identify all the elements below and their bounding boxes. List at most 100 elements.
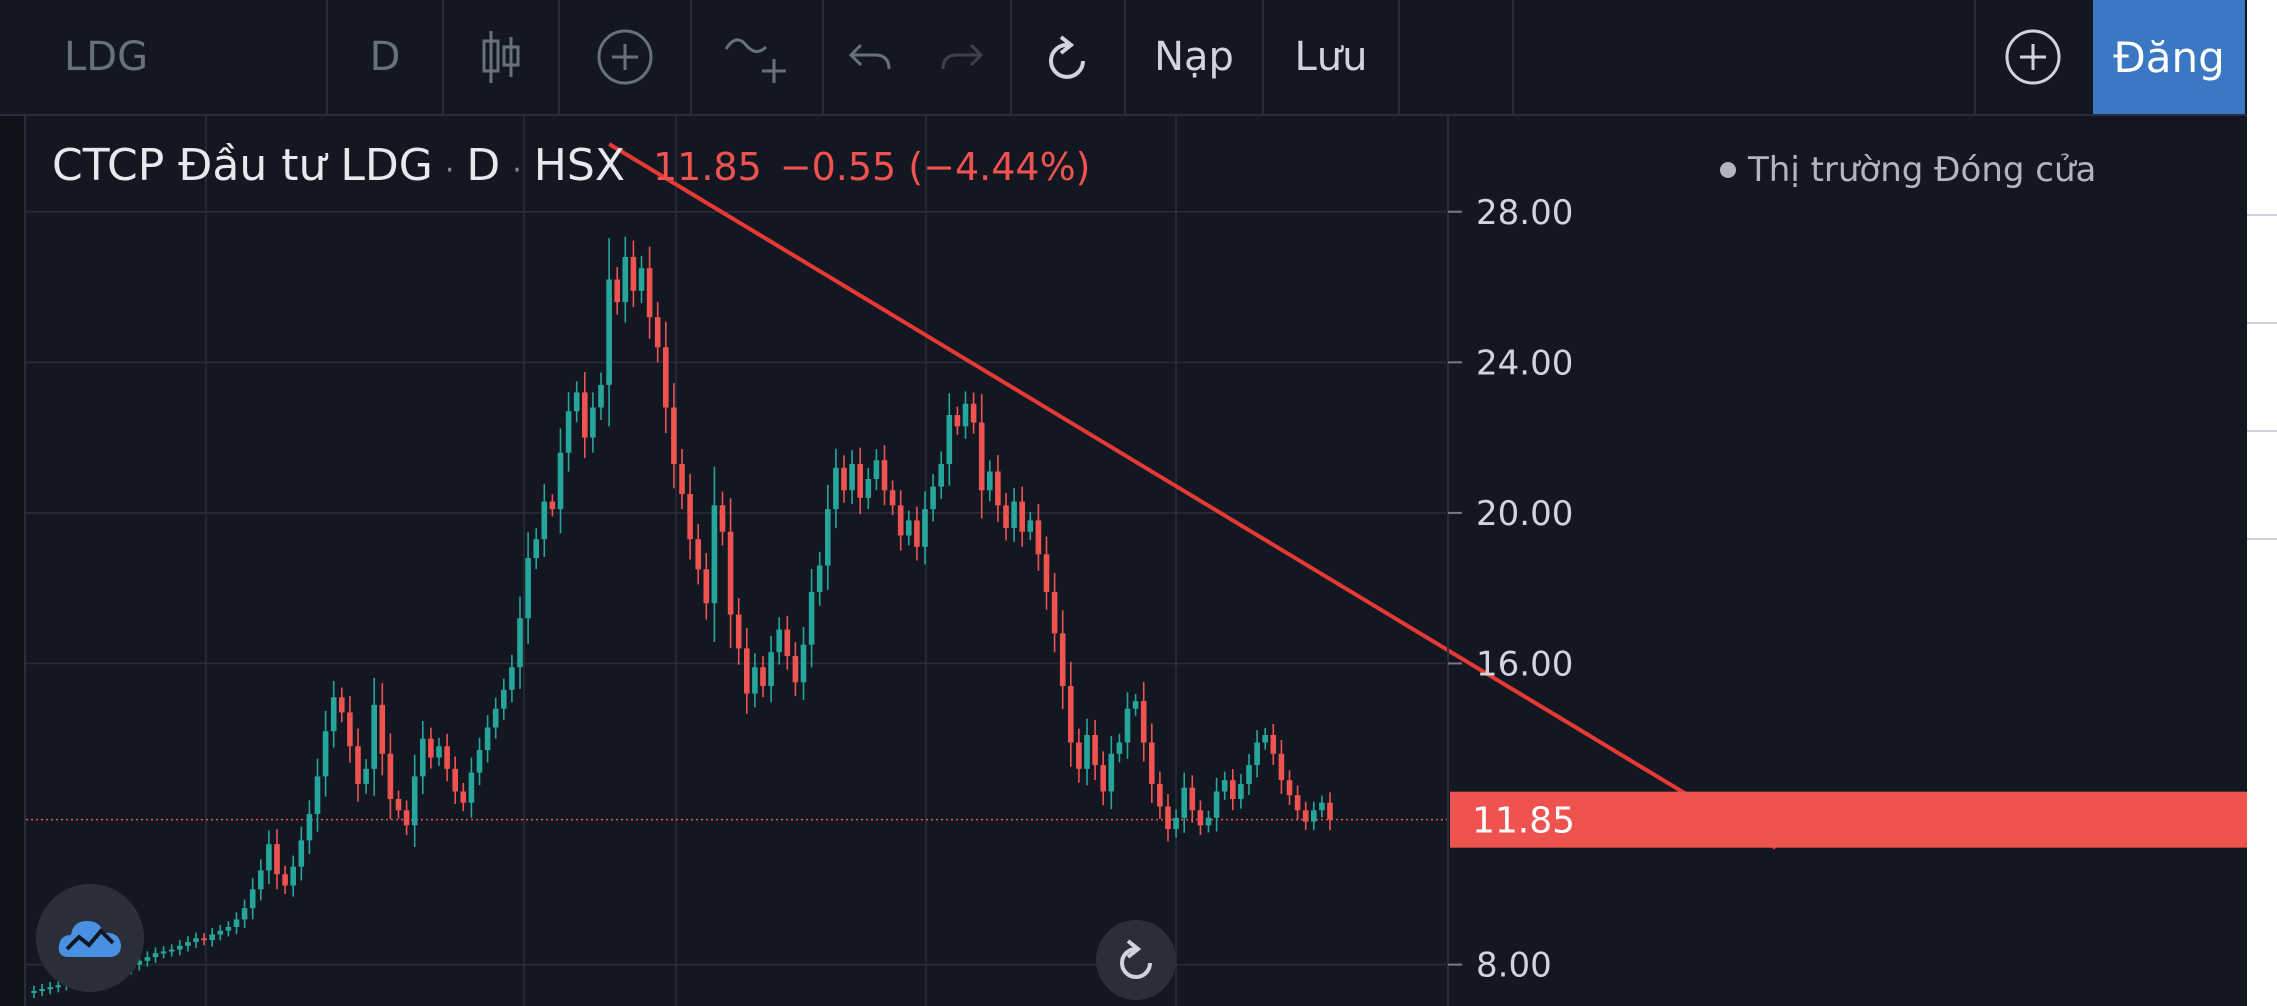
indicators-button[interactable] [692,0,822,114]
candle-body [654,317,661,348]
candle-body [363,768,369,784]
candle-body [428,738,434,758]
candle-body [1213,791,1220,818]
candle-body [1319,802,1325,811]
undo-button[interactable] [824,0,916,114]
candle-body [1092,734,1098,766]
candle-body [1116,742,1123,754]
trend-line-segment[interactable] [608,142,1777,850]
candle-body [1302,810,1309,822]
symbol-legend: CTCP Đầu tư LDG · D · HSX 11.85 −0.55 (−… [52,140,1091,191]
candle-body [768,652,774,687]
candles-icon [482,31,520,83]
candle-body [1181,787,1187,818]
trend-line[interactable] [608,142,1777,850]
candle-body [889,490,896,506]
symbol-name: CTCP Đầu tư LDG [52,140,433,191]
price-chart[interactable]: 28.00 24.00 20.00 16.00 8.00 11.85 [26,116,2247,1006]
save-button[interactable]: Lưu [1264,0,1398,114]
candle-body [590,407,596,438]
candle-body [209,934,215,941]
candle-body [954,415,961,427]
toolbar-divider [822,0,824,114]
right-side-panel [2247,0,2277,1006]
candle-body [703,569,710,604]
candle-body [857,463,863,498]
candle-body [1027,520,1034,532]
toolbar-divider [442,0,444,114]
tradingview-logo-button[interactable] [36,884,144,992]
toolbar-divider [326,0,328,114]
candle-body [476,750,483,773]
candle-body [752,667,758,694]
candle-body [606,279,612,385]
candle-body [695,539,701,570]
candle-body [1157,783,1163,807]
undo-icon [848,43,891,70]
candle-body [233,919,240,927]
candle-body [1246,765,1252,784]
candle-body [1165,806,1171,830]
candle-body [946,415,953,464]
candle-body [557,452,564,510]
candle-body [411,776,418,826]
signup-button[interactable]: Đăng [2093,0,2245,114]
load-button[interactable]: Nạp [1126,0,1262,114]
candle-body [444,746,450,769]
panel-divider [2247,322,2277,324]
symbol-label: LDG [64,34,149,80]
save-label: Lưu [1294,34,1368,80]
market-status-label: Thị trường Đóng cửa [1748,150,2097,190]
legend-separator: · [444,153,455,188]
reset-view-button[interactable] [1096,920,1176,1000]
candle-body [549,501,556,510]
add-layout-button[interactable] [1976,0,2090,114]
candle-body [598,384,604,408]
candle-body [1173,817,1179,830]
interval-button[interactable]: D [328,0,442,114]
candle-body [727,531,734,615]
indicators-icon [724,38,786,83]
reload-button[interactable] [1012,0,1124,114]
candles [31,236,1333,999]
legend-separator: · [512,153,522,188]
price-axis[interactable]: 28.00 24.00 20.00 16.00 8.00 11.85 [1447,116,2247,1006]
candle-body [314,776,321,815]
price-tick-label: 28.00 [1476,193,1573,233]
toolbar-divider [1262,0,1264,114]
candle-body [379,704,386,754]
candle-body [217,930,224,935]
candle-body [517,618,523,668]
toolbar-divider [1010,0,1012,114]
candle-body [744,648,750,694]
candle-body [646,268,653,318]
candle-body [403,810,410,826]
symbol-search-button[interactable]: LDG [26,0,326,114]
candle-body [800,644,807,683]
market-status: Thị trường Đóng cửa [1720,150,2096,190]
candle-body [1197,810,1204,826]
redo-icon [941,43,984,70]
candle-body [241,908,248,920]
candle-body [185,942,191,946]
candle-body [1011,501,1017,528]
chart-pane[interactable]: 28.00 24.00 20.00 16.00 8.00 11.85 [26,116,2247,1006]
candle-body [1124,708,1131,743]
candle-body [468,772,475,803]
chart-type-button[interactable] [444,0,558,114]
candle-body [582,392,588,438]
candle-body [711,505,718,604]
redo-button[interactable] [916,0,1008,114]
candle-body [201,938,207,941]
candle-body [1294,795,1301,811]
candle-body [1051,591,1058,634]
candle-body [290,866,296,886]
compare-button[interactable] [560,0,690,114]
legend-exchange: HSX [533,140,625,191]
plus-circle-icon [2005,29,2061,85]
candle-body [306,814,313,841]
signup-label: Đăng [2113,32,2225,82]
candle-body [1205,817,1212,826]
candle-body [144,957,151,961]
candle-body [501,689,507,709]
